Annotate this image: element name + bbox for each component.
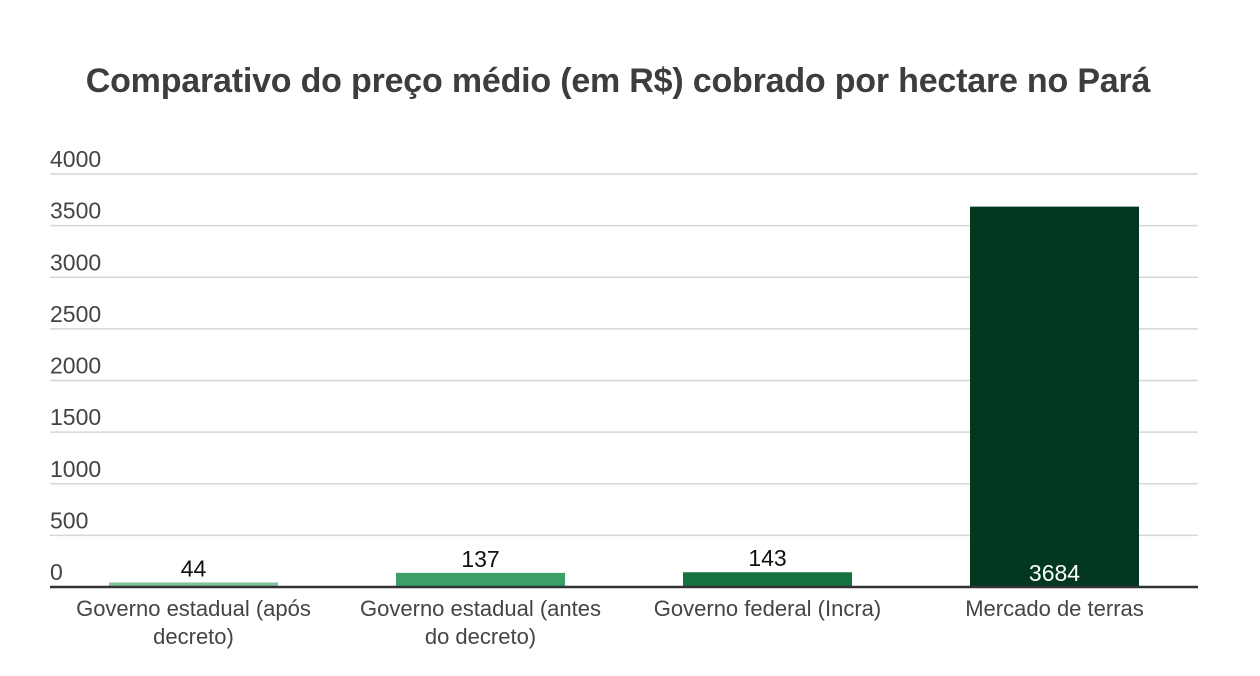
y-tick-label: 3500 xyxy=(50,198,101,224)
x-tick-label: Mercado de terras xyxy=(965,596,1144,621)
data-label: 143 xyxy=(748,545,786,571)
y-tick-label: 0 xyxy=(50,559,63,585)
x-tick-label: Governo federal (Incra) xyxy=(654,596,881,621)
y-tick-label: 4000 xyxy=(50,146,101,172)
bar xyxy=(396,572,565,587)
x-tick-label: decreto) xyxy=(153,624,234,649)
data-label: 137 xyxy=(461,546,499,572)
x-tick-label: do decreto) xyxy=(425,624,536,649)
data-label: 3684 xyxy=(1029,560,1080,586)
y-tick-label: 2500 xyxy=(50,301,101,327)
y-tick-label: 2000 xyxy=(50,353,101,379)
bar xyxy=(683,572,852,587)
x-tick-label: Governo estadual (após xyxy=(76,596,311,621)
y-tick-label: 1000 xyxy=(50,456,101,482)
chart-title: Comparativo do preço médio (em R$) cobra… xyxy=(85,62,1151,100)
bar xyxy=(970,206,1139,587)
y-tick-label: 1500 xyxy=(50,404,101,430)
data-label: 44 xyxy=(181,555,207,581)
y-tick-label: 3000 xyxy=(50,249,101,275)
bar xyxy=(109,582,278,587)
x-tick-label: Governo estadual (antes xyxy=(360,596,601,621)
y-tick-label: 500 xyxy=(50,507,88,533)
